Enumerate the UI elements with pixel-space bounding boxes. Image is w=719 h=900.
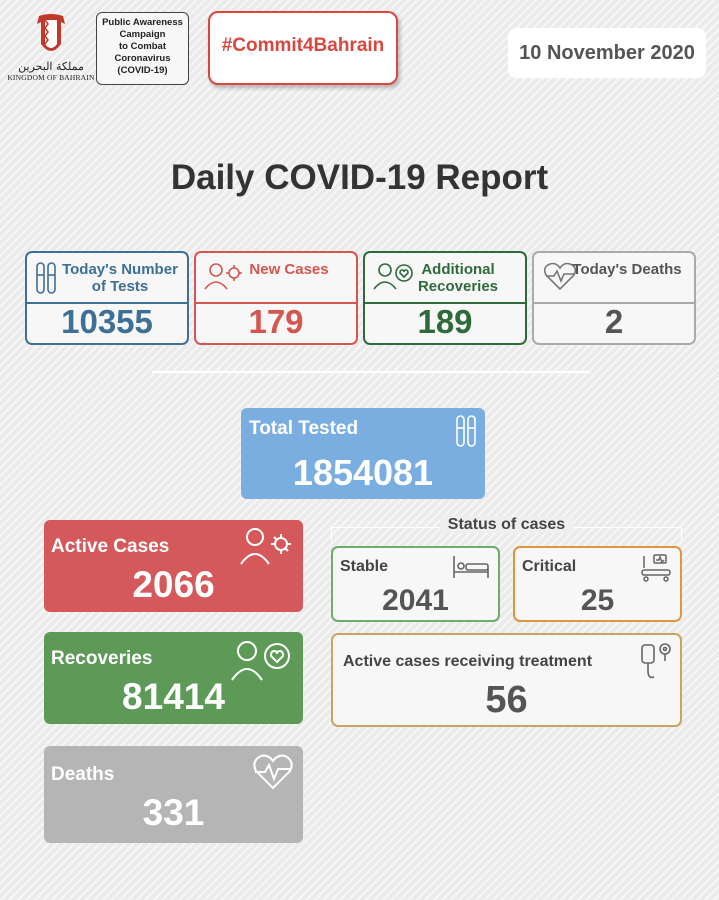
card-label: Additional Recoveries [417,261,499,295]
person-heart-icon [231,641,290,681]
card-value: 179 [248,303,304,340]
awareness-line: (COVID-19) [117,65,168,76]
kingdom-logo: مملكة البحرين KINGDOM OF BAHRAIN [6,14,96,84]
card-divider [365,302,525,304]
card-new-cases: New Cases 179 [194,251,358,345]
bed-icon [453,556,489,578]
card-value: 2041 [382,584,449,617]
card-value: 1854081 [292,452,434,493]
card-label: Active Cases [51,536,170,557]
card-label: Recoveries [51,648,153,669]
kingdom-name-arabic: مملكة البحرين [18,60,84,73]
card-label: Stable [340,558,389,575]
heartbeat-icon [543,262,577,291]
test-tubes-icon [36,262,56,294]
person-virus-icon [204,263,242,290]
awareness-line: Coronavirus [114,53,171,64]
card-value: 2066 [132,564,215,605]
treatment-card: Active cases receiving treatment 56 [331,633,682,727]
critical-card: Critical 25 [513,546,682,622]
card-additional-recoveries: Additional Recoveries 189 [363,251,527,345]
card-todays-deaths: Today's Deaths 2 [532,251,696,345]
status-title-text: Status of cases [439,516,574,533]
card-value: 10355 [61,303,153,340]
card-label: Active cases receiving treatment [343,653,593,670]
bahrain-emblem-icon [37,14,65,51]
card-value: 25 [580,584,615,617]
recoveries-card: Recoveries 81414 [44,632,303,724]
card-label: New Cases [249,261,329,278]
awareness-line: to Combat [119,41,166,52]
test-tubes-icon [456,415,476,447]
section-divider [152,371,590,373]
person-heart-icon [373,263,413,290]
card-label: Total Tested [249,418,359,439]
card-label: Deaths [51,764,115,785]
total-tested-card: Total Tested 1854081 [241,408,485,499]
deaths-card: Deaths 331 [44,746,303,843]
heartbeat-icon [253,754,293,790]
card-label: Today's Number of Tests [62,261,178,295]
card-value: 56 [485,679,528,721]
card-value: 81414 [122,676,225,717]
card-todays-tests: Today's Number of Tests 10355 [25,251,189,345]
status-title: Status of cases [331,516,682,534]
awareness-line: Public Awareness [102,17,183,28]
card-divider [534,302,694,304]
card-value: 2 [604,303,624,340]
active-cases-card: Active Cases 2066 [44,520,303,612]
report-date: 10 November 2020 [508,28,706,78]
awareness-campaign-box: Public Awareness Campaign to Combat Coro… [96,12,189,85]
card-label: Today's Deaths [572,261,682,278]
kingdom-name-english: KINGDOM OF BAHRAIN [7,73,95,82]
page-title: Daily COVID-19 Report [170,158,549,197]
icu-bed-icon [641,554,671,582]
card-value: 189 [417,303,473,340]
stable-card: Stable 2041 [331,546,500,622]
iv-drip-icon [641,643,671,679]
card-divider [27,302,187,304]
card-value: 331 [142,792,205,833]
card-label: Critical [522,558,577,575]
awareness-line: Campaign [119,29,166,40]
card-divider [196,302,356,304]
hashtag-banner: #Commit4Bahrain [208,11,398,85]
person-virus-icon [240,528,291,565]
